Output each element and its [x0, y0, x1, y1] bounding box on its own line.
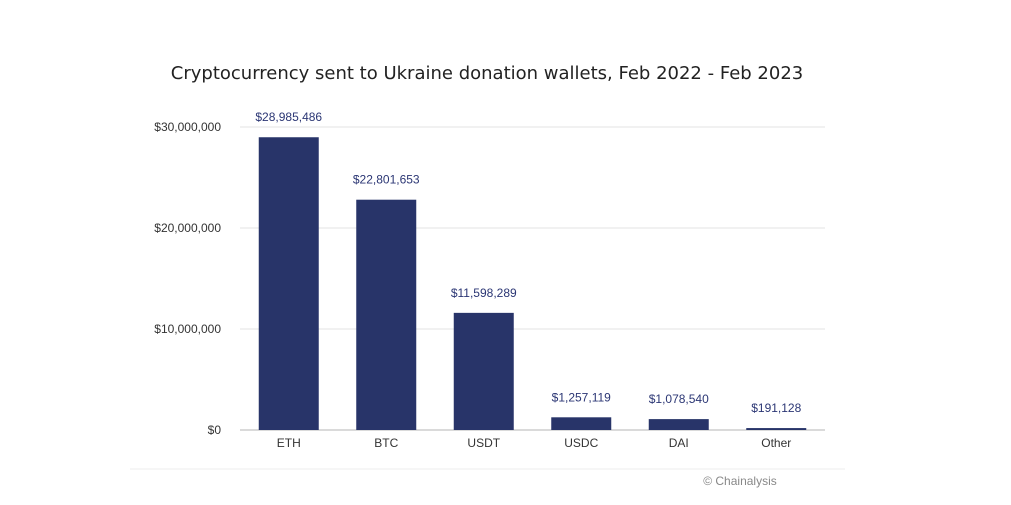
bar-eth	[258, 137, 319, 431]
x-category-label: DAI	[669, 436, 689, 450]
y-tick-label: $0	[208, 423, 222, 437]
data-label: $11,598,289	[451, 286, 517, 300]
x-category-label: USDT	[467, 436, 500, 450]
bar-dai	[648, 419, 709, 430]
x-axis-categories: ETH BTC USDT USDC DAI Other	[277, 436, 792, 450]
x-category-label: Other	[761, 436, 791, 450]
data-label: $28,985,486	[255, 110, 322, 124]
bar-btc	[356, 199, 417, 430]
y-axis-ticks: $0 $10,000,000 $20,000,000 $30,000,000	[154, 120, 221, 437]
bar-other	[746, 428, 807, 430]
y-tick-label: $30,000,000	[154, 120, 221, 134]
chainalysis-credit: © Chainalysis	[703, 474, 777, 488]
x-category-label: USDC	[564, 436, 598, 450]
bars	[258, 137, 807, 431]
data-label: $191,128	[751, 401, 801, 415]
y-tick-label: $20,000,000	[154, 221, 221, 235]
bar-usdc	[551, 417, 612, 430]
bar-usdt	[453, 312, 514, 430]
data-label: $22,801,653	[353, 173, 420, 187]
x-category-label: BTC	[374, 436, 398, 450]
y-tick-label: $10,000,000	[154, 322, 221, 336]
chart-title: Cryptocurrency sent to Ukraine donation …	[171, 63, 803, 84]
gridlines	[240, 126, 825, 431]
data-labels: $28,985,486 $22,801,653 $11,598,289 $1,257,…	[255, 110, 801, 415]
data-label: $1,257,119	[552, 390, 611, 404]
data-label: $1,078,540	[649, 392, 709, 406]
x-category-label: ETH	[277, 436, 301, 450]
